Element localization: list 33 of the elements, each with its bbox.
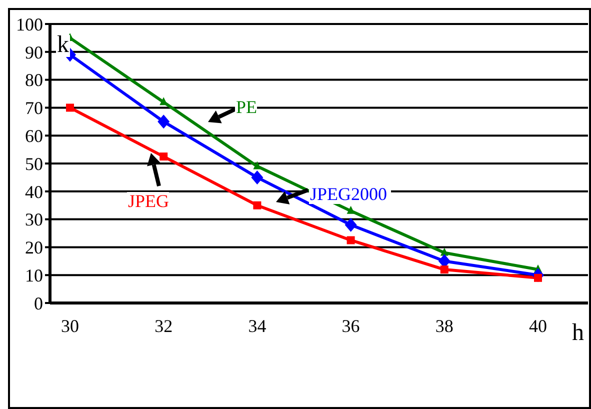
point (66, 104, 74, 112)
point (253, 161, 262, 170)
y-tick-label: 100 (16, 14, 43, 34)
point (160, 152, 168, 161)
x-tick-label: 30 (61, 316, 79, 336)
point (251, 170, 264, 184)
series-label: JPEG2000 (310, 184, 388, 204)
y-axis-title: k (57, 32, 69, 58)
point (158, 114, 170, 129)
x-tick-label: 36 (342, 316, 360, 336)
y-tick-label: 80 (25, 70, 43, 90)
x-tick-label: 38 (435, 316, 454, 336)
point (440, 248, 448, 256)
y-tick-label: 50 (25, 154, 43, 174)
y-tick-label: 20 (25, 238, 43, 258)
y-tick-label: 60 (25, 126, 43, 146)
point (344, 218, 357, 232)
y-tick-label: 90 (25, 42, 43, 62)
y-tick-label: 70 (25, 98, 43, 118)
x-tick-label: 34 (248, 316, 266, 336)
series-label: JPEG (128, 191, 170, 211)
point (253, 201, 262, 210)
y-tick-label: 0 (34, 293, 43, 314)
y-tick-label: 10 (25, 265, 43, 286)
y-tick-label: 30 (25, 210, 43, 230)
y-tick-label: 40 (25, 182, 43, 202)
point (346, 236, 355, 244)
x-axis-title: h (572, 320, 584, 346)
series-label: PE (236, 97, 258, 117)
point (346, 206, 355, 214)
x-tick-label: 40 (529, 316, 547, 336)
point (440, 266, 448, 274)
x-tick-label: 32 (154, 316, 173, 336)
